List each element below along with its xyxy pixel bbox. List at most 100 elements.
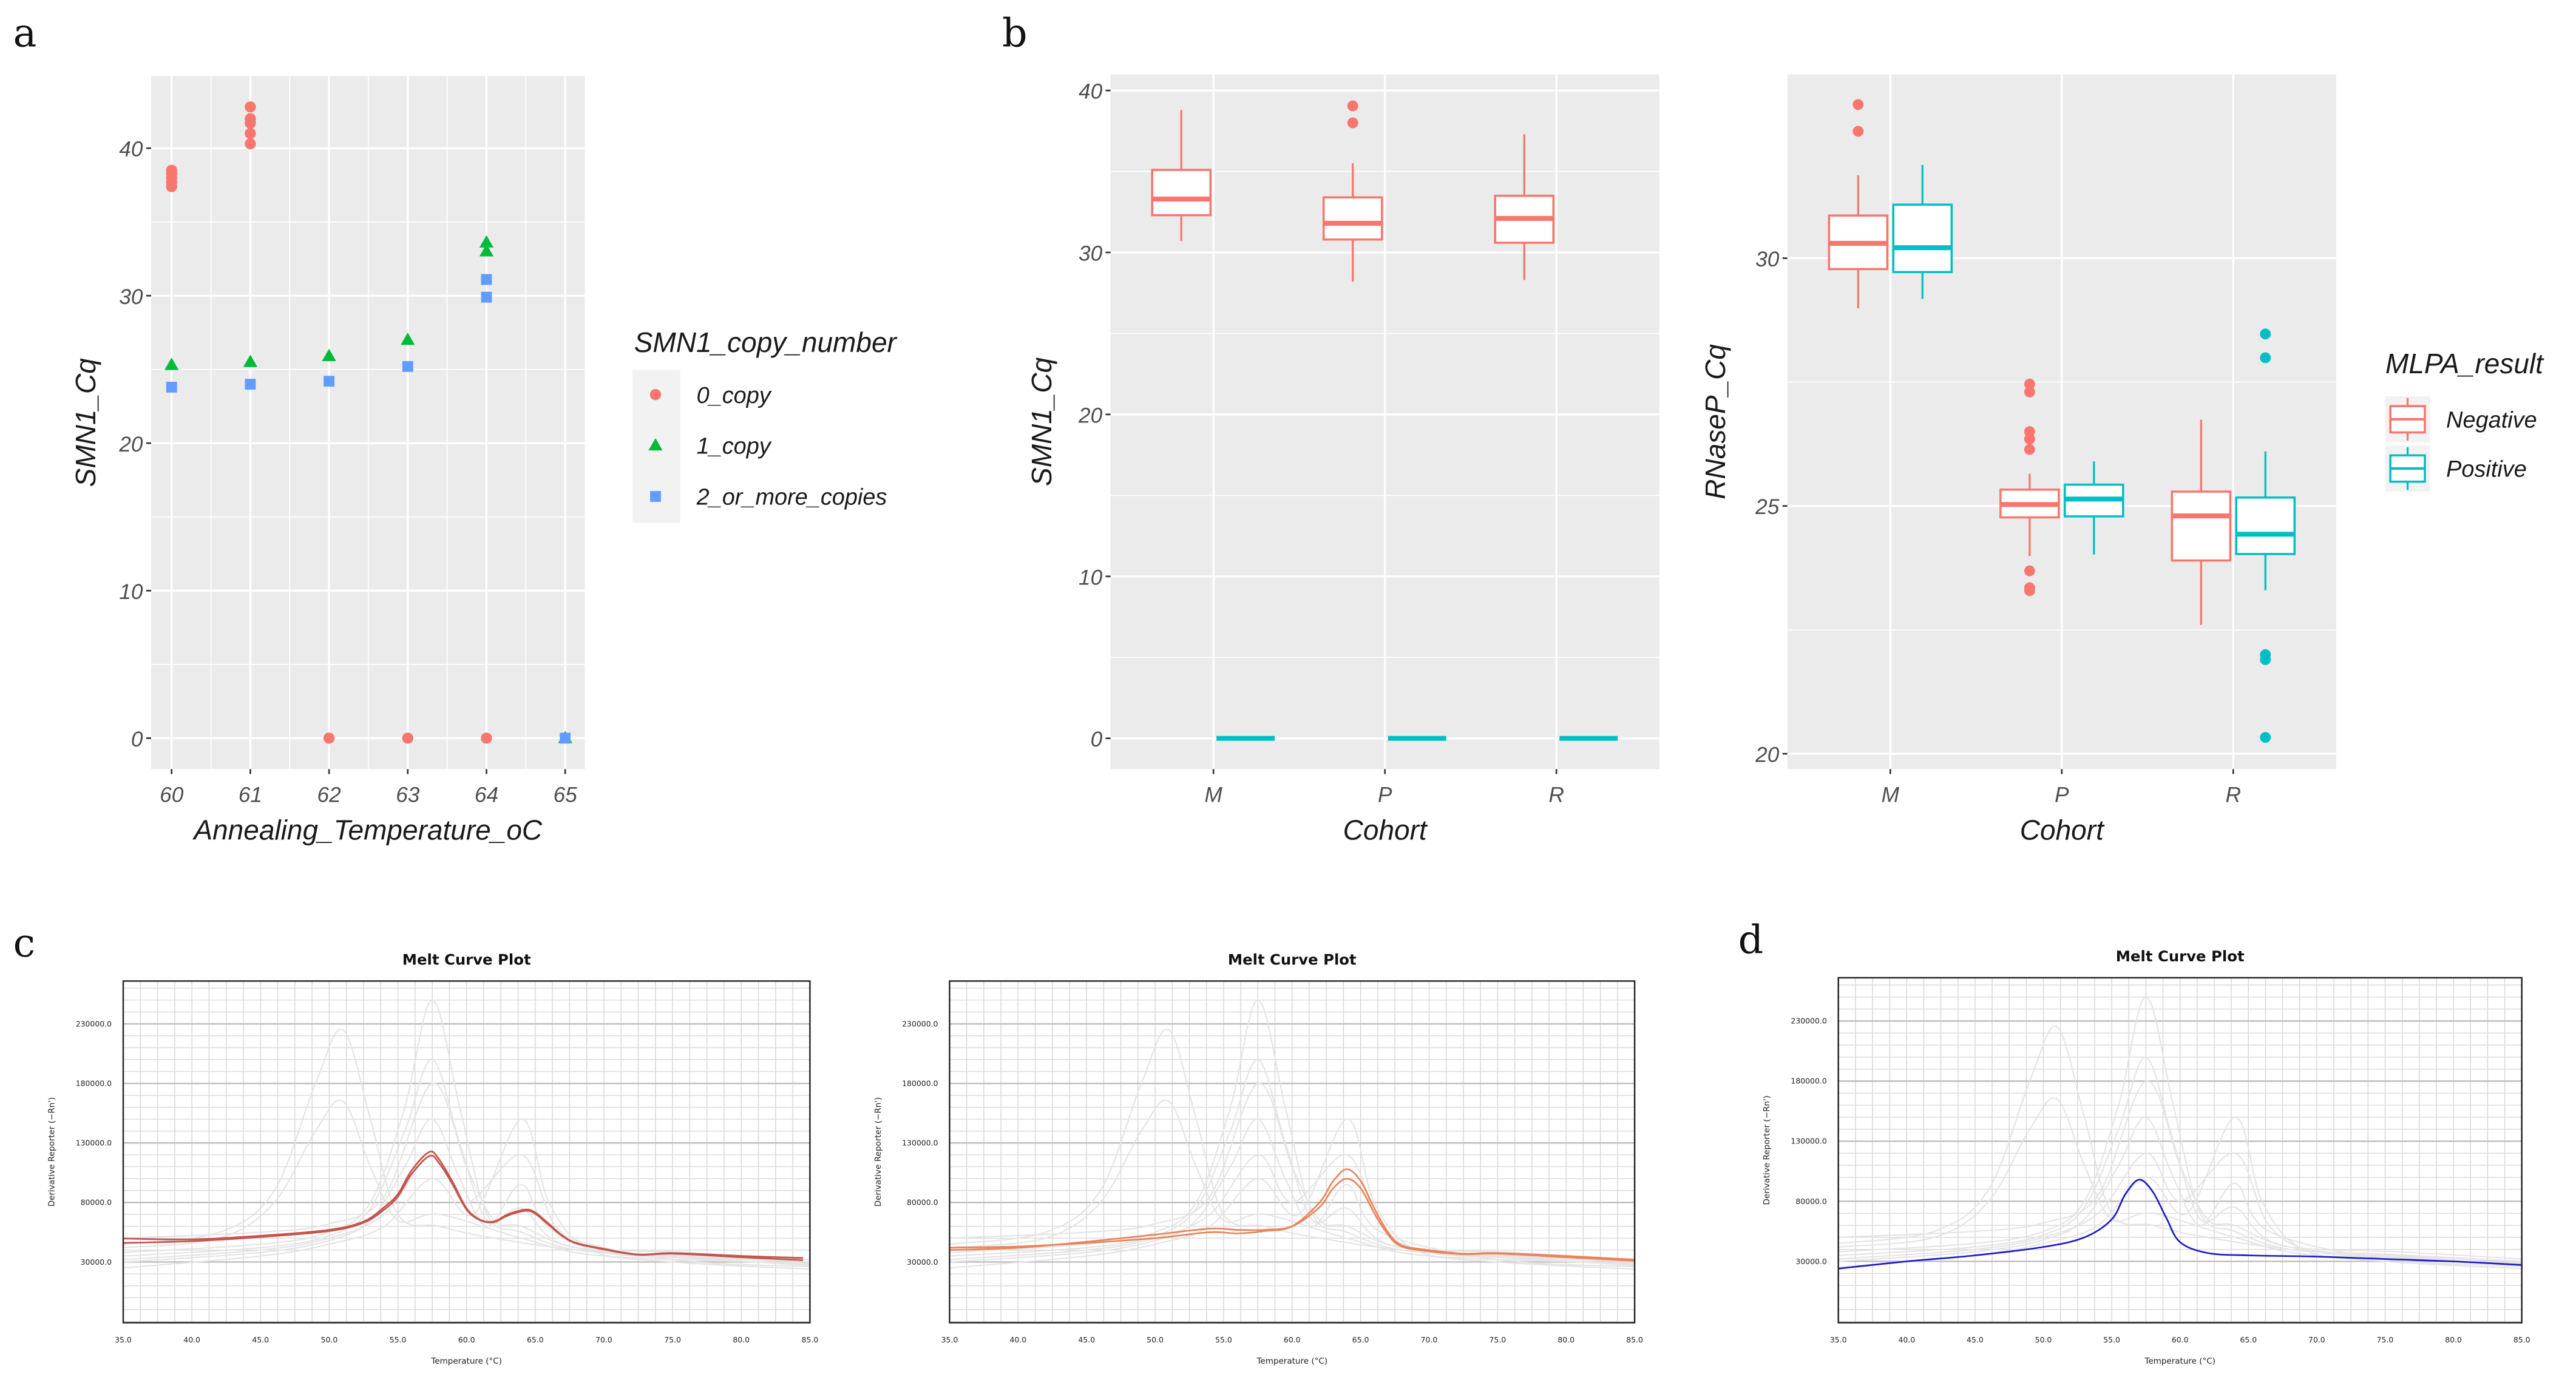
box [1892,203,1953,274]
x-tick-label: 64 [475,783,498,807]
x-axis-title: Temperature (°C) [2144,1356,2215,1366]
y-tick-label: 40 [1079,80,1103,104]
background-melt-curve [949,1118,1635,1270]
legend-key-2_or_more_copies [650,491,661,502]
y-tick-label: 0 [131,728,143,751]
x-tick-label: R [2226,783,2241,807]
x-tick-label: 55.0 [1215,1335,1232,1344]
boxplot-rnasep: 20 25 30 M P R Cohort RNaseP_Cq MLPA_result Negat… [1700,74,2544,846]
box-positive-R [2235,328,2296,743]
outlier-point [1347,100,1358,112]
legend-label: Positive [2446,457,2527,482]
x-tick-label: 35.0 [115,1335,132,1344]
highlighted-melt-curve [1838,1179,2522,1270]
y-tick-label: 180000.0 [1791,1077,1826,1086]
x-tick-label: 61 [239,783,262,807]
x-tick-label: 40.0 [1898,1335,1915,1344]
data-point-1_copy [479,235,494,248]
x-tick-label: 70.0 [2308,1335,2325,1344]
background-melt-curve [1838,1116,2522,1267]
background-melt-curve [949,1099,1635,1264]
x-tick-label: 60.0 [1284,1335,1301,1344]
y-tick-label: 230000.0 [1791,1017,1826,1026]
x-axis-title: Cohort [2020,814,2105,846]
background-melt-curve [123,1118,810,1270]
y-axis-title: SMN1_Cq [70,358,101,487]
outlier-point [1852,99,1864,110]
x-tick-label: 85.0 [2513,1335,2530,1344]
x-tick-label: 50.0 [2035,1335,2052,1344]
box-negative-M [1151,110,1212,242]
background-melt-curve [123,1083,810,1261]
y-tick-label: 130000.0 [76,1139,112,1148]
plot-frame [1837,976,2523,1324]
y-tick-label: 10 [119,580,143,604]
legend-label: Negative [2446,407,2537,433]
panel-label-c: c [13,921,35,966]
x-tick-label: 55.0 [2103,1335,2120,1344]
panel-label-b: b [1002,10,1028,56]
data-point-0_copy [245,113,256,124]
box [2235,496,2296,555]
box-negative-R [1494,134,1555,280]
x-tick-label: 35.0 [941,1335,958,1344]
legend-label: 2_or_more_copies [696,485,887,510]
highlighted-melt-curve [123,1154,804,1261]
outlier-point [2024,444,2035,455]
box [1322,196,1383,241]
x-tick-label: 80.0 [2445,1335,2462,1344]
outlier-point [1347,117,1358,129]
x-tick-label: 65.0 [527,1335,544,1344]
x-tick-label: 55.0 [390,1335,407,1344]
x-tick-label: 85.0 [1626,1335,1643,1344]
melt-curve-c-right: Melt Curve Plot 35.0 40.0 45.0 50.0 55.0 60.0 6… [873,950,1643,1366]
box-negative-R [2171,419,2232,625]
x-tick-label: P [2055,783,2069,807]
background-melt-curve [949,1154,1635,1267]
y-tick-label: 30000.0 [1795,1257,1827,1266]
panel-label-a: a [13,10,37,56]
x-tick-label: 75.0 [1490,1335,1507,1344]
x-tick-label: 45.0 [1078,1335,1095,1344]
x-axis-title: Annealing_Temperature_oC [192,814,542,846]
y-tick-label: 20 [118,433,143,456]
outlier-point [2024,378,2035,390]
x-tick-label: P [1378,783,1392,807]
data-point-0_copy [481,733,492,744]
data-point-2_or_more_copies [402,360,413,372]
chart-title: Melt Curve Plot [1228,950,1357,968]
box [2171,490,2232,562]
y-tick-label: 25 [1755,495,1780,519]
data-point-0_copy [402,733,413,744]
background-melt-curve [1838,1152,2522,1266]
y-tick-label: 30 [1079,242,1103,266]
y-axis-title: RNaseP_Cq [1700,344,1731,499]
background-melt-curve [1838,1056,2522,1265]
background-melt-curve [949,1118,1635,1268]
x-tick-label: 65.0 [2240,1335,2257,1344]
x-tick-label: 50.0 [321,1335,338,1344]
legend-title: MLPA_result [2385,348,2544,379]
background-curves [123,999,810,1270]
data-point-1_copy [479,244,494,257]
data-point-1_copy [164,357,179,370]
data-point-2_or_more_copies [560,733,571,744]
outlier-point [2024,433,2035,445]
x-tick-label: 75.0 [2377,1335,2394,1344]
x-tick-label: 40.0 [1009,1335,1026,1344]
background-melt-curve [949,1083,1635,1261]
x-tick-label: 45.0 [252,1335,269,1344]
x-tick-label: 65.0 [1352,1335,1369,1344]
y-tick-label: 80000.0 [1795,1197,1827,1206]
background-melt-curve [123,1099,810,1264]
y-tick-label: 20 [1755,743,1780,767]
y-tick-label: 20 [1078,404,1103,427]
box-negative-P [1322,100,1383,282]
x-tick-label: 60.0 [2172,1335,2189,1344]
outlier-point [2260,328,2271,340]
outlier-point [2024,426,2035,438]
x-axis-title: Cohort [1343,814,1428,846]
legend-key-1_copy [648,438,663,451]
data-point-2_or_more_copies [481,291,492,303]
background-melt-curve [1838,1080,2522,1260]
